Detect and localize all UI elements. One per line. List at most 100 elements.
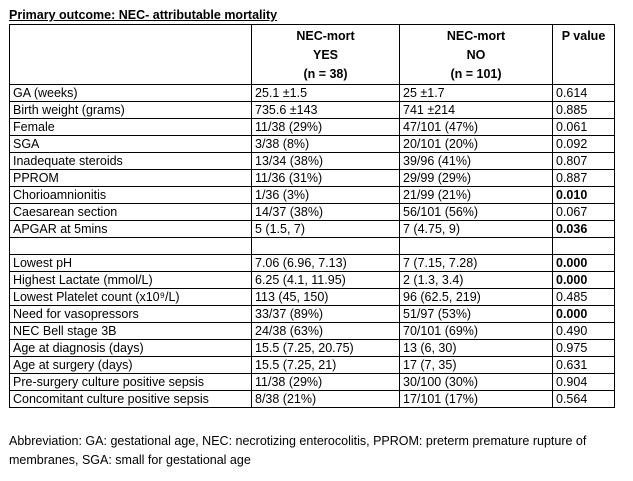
p-value: 0.490: [552, 322, 615, 340]
value-yes: 6.25 (4.1, 11.95): [251, 271, 400, 289]
spacer-row: [9, 237, 615, 255]
value-yes: 11/38 (29%): [251, 118, 400, 136]
value-no: 51/97 (53%): [399, 305, 553, 323]
abbreviation-footnote: Abbreviation: GA: gestational age, NEC: …: [9, 434, 587, 467]
value-no: 20/101 (20%): [399, 135, 553, 153]
header-blank: [9, 24, 252, 85]
value-yes: 11/38 (29%): [251, 373, 400, 391]
value-no: 29/99 (29%): [399, 169, 553, 187]
table-row: Inadequate steroids 13/34 (38%) 39/96 (41%…: [9, 152, 615, 170]
table-row: Need for vasopressors 33/37 (89%) 51/97 (5…: [9, 305, 615, 323]
value-yes: 15.5 (7.25, 21): [251, 356, 400, 374]
value-yes: 11/36 (31%): [251, 169, 400, 187]
table-row: Female 11/38 (29%) 47/101 (47%) 0.061: [9, 118, 615, 136]
value-yes: 1/36 (3%): [251, 186, 400, 204]
p-value: 0.067: [552, 203, 615, 221]
row-label: SGA: [9, 135, 252, 153]
p-value: 0.092: [552, 135, 615, 153]
p-value: 0.000: [552, 305, 615, 323]
header-p-value: P value: [552, 24, 615, 85]
table-body-clinical: Lowest pH 7.06 (6.96, 7.13) 7 (7.15, 7.28)…: [9, 254, 615, 408]
table-row: PPROM 11/36 (31%) 29/99 (29%) 0.887: [9, 169, 615, 187]
value-yes: 15.5 (7.25, 20.75): [251, 339, 400, 357]
table-row: Birth weight (grams) 735.6 ±143 741 ±214 0.…: [9, 101, 615, 119]
table-spacer: [9, 237, 615, 255]
header-no-line1: NEC-mort: [446, 29, 506, 43]
row-label: Birth weight (grams): [9, 101, 252, 119]
value-no: 30/100 (30%): [399, 373, 553, 391]
value-no: 47/101 (47%): [399, 118, 553, 136]
p-value: 0.061: [552, 118, 615, 136]
row-label: PPROM: [9, 169, 252, 187]
row-label: Female: [9, 118, 252, 136]
row-label: Lowest Platelet count (x10⁹/L): [9, 288, 252, 306]
p-value: 0.010: [552, 186, 615, 204]
row-label: Highest Lactate (mmol/L): [9, 271, 252, 289]
p-value: 0.036: [552, 220, 615, 238]
value-no: 7 (7.15, 7.28): [399, 254, 553, 272]
table-row: GA (weeks) 25.1 ±1.5 25 ±1.7 0.614: [9, 84, 615, 102]
outcome-table: NEC-mort YES (n = 38) NEC-mort NO (n = 1…: [9, 24, 615, 408]
p-value: 0.000: [552, 254, 615, 272]
table-row: Concomitant culture positive sepsis 8/38 …: [9, 390, 615, 408]
table-row: Lowest pH 7.06 (6.96, 7.13) 7 (7.15, 7.28)…: [9, 254, 615, 272]
value-no: 17 (7, 35): [399, 356, 553, 374]
value-no: 70/101 (69%): [399, 322, 553, 340]
value-no: 96 (62.5, 219): [399, 288, 553, 306]
p-value: 0.564: [552, 390, 615, 408]
value-no: 17/101 (17%): [399, 390, 553, 408]
header-yes: NEC-mort YES (n = 38): [251, 24, 400, 85]
header-yes-line2: YES: [312, 48, 338, 62]
value-no: 39/96 (41%): [399, 152, 553, 170]
table-row: Lowest Platelet count (x10⁹/L) 113 (45, 1…: [9, 288, 615, 306]
table-row: NEC Bell stage 3B 24/38 (63%) 70/101 (69%)…: [9, 322, 615, 340]
value-no: 21/99 (21%): [399, 186, 553, 204]
value-no: 13 (6, 30): [399, 339, 553, 357]
row-label: GA (weeks): [9, 84, 252, 102]
row-label: Chorioamnionitis: [9, 186, 252, 204]
table-row: Pre-surgery culture positive sepsis 11/38…: [9, 373, 615, 391]
table-row: SGA 3/38 (8%) 20/101 (20%) 0.092: [9, 135, 615, 153]
header-no-line2: NO: [466, 48, 486, 62]
p-value: 0.975: [552, 339, 615, 357]
value-yes: 3/38 (8%): [251, 135, 400, 153]
value-yes: 33/37 (89%): [251, 305, 400, 323]
p-value: 0.614: [552, 84, 615, 102]
spacer-cell: [9, 237, 252, 255]
spacer-cell: [552, 237, 615, 255]
value-yes: 735.6 ±143: [251, 101, 400, 119]
table-row: Chorioamnionitis 1/36 (3%) 21/99 (21%) 0.01…: [9, 186, 615, 204]
value-yes: 13/34 (38%): [251, 152, 400, 170]
row-label: Age at diagnosis (days): [9, 339, 252, 357]
value-no: 7 (4.75, 9): [399, 220, 553, 238]
value-no: 56/101 (56%): [399, 203, 553, 221]
value-yes: 8/38 (21%): [251, 390, 400, 408]
value-yes: 7.06 (6.96, 7.13): [251, 254, 400, 272]
header-row: NEC-mort YES (n = 38) NEC-mort NO (n = 1…: [9, 24, 615, 85]
row-label: Pre-surgery culture positive sepsis: [9, 373, 252, 391]
value-yes: 24/38 (63%): [251, 322, 400, 340]
value-no: 2 (1.3, 3.4): [399, 271, 553, 289]
header-yes-line3: (n = 38): [303, 67, 348, 81]
row-label: Age at surgery (days): [9, 356, 252, 374]
row-label: Caesarean section: [9, 203, 252, 221]
table-row: APGAR at 5mins 5 (1.5, 7) 7 (4.75, 9) 0.036: [9, 220, 615, 238]
value-no: 741 ±214: [399, 101, 553, 119]
p-value: 0.904: [552, 373, 615, 391]
table-row: Age at diagnosis (days) 15.5 (7.25, 20.75…: [9, 339, 615, 357]
table-row: Caesarean section 14/37 (38%) 56/101 (56%)…: [9, 203, 615, 221]
value-yes: 14/37 (38%): [251, 203, 400, 221]
row-label: Concomitant culture positive sepsis: [9, 390, 252, 408]
value-yes: 25.1 ±1.5: [251, 84, 400, 102]
row-label: NEC Bell stage 3B: [9, 322, 252, 340]
value-no: 25 ±1.7: [399, 84, 553, 102]
header-no-line3: (n = 101): [450, 67, 502, 81]
row-label: Lowest pH: [9, 254, 252, 272]
p-value: 0.885: [552, 101, 615, 119]
row-label: Need for vasopressors: [9, 305, 252, 323]
header-yes-line1: NEC-mort: [296, 29, 355, 43]
header-p-label: P value: [561, 29, 606, 43]
p-value: 0.485: [552, 288, 615, 306]
header-no: NEC-mort NO (n = 101): [399, 24, 553, 85]
table-row: Highest Lactate (mmol/L) 6.25 (4.1, 11.95…: [9, 271, 615, 289]
